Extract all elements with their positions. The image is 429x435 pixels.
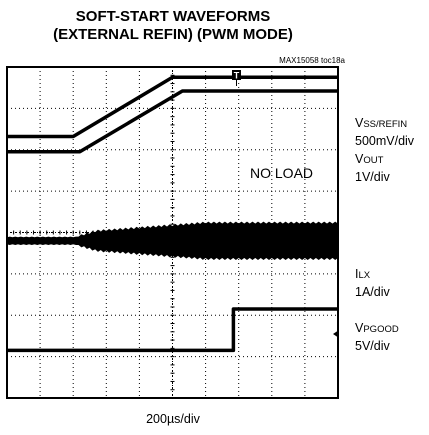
channel-label-ilx: ILX 1A/div [355,266,390,300]
vout-scale: 1V/div [355,170,390,184]
vss-scale: 500mV/div [355,134,415,148]
figure-tag: MAX15058 toc18a [279,56,345,65]
traces [6,75,339,353]
trigger-marker: T [232,70,241,86]
chart-title-line1: SOFT-START WAVEFORMS [75,8,271,25]
channel-label-vss: VSS/REFIN 500mV/div [355,115,414,149]
trigger-label: T [234,71,240,81]
ilx-scale: 1A/div [355,285,390,299]
chart-title-line2: (EXTERNAL REFIN) (PWM MODE) [53,26,293,43]
x-scale-label: 200µs/div [146,412,200,426]
channel-label-vout: VOUT 1V/div [355,151,390,185]
pgood-ground-marker [333,330,339,338]
vss-name: VSS/REFIN [355,116,408,130]
vpgood-name: VPGOOD [355,321,399,335]
vpgood-trace [7,307,338,353]
vpgood-scale: 5V/div [355,339,390,353]
ilx-trace [6,221,339,261]
channel-label-vpgood: VPGOOD 5V/div [355,320,399,354]
vout-trace [7,89,338,154]
vss-refin-trace [7,75,338,139]
no-load-annotation: NO LOAD [250,165,313,181]
ilx-name: ILX [355,267,371,281]
vout-name: VOUT [355,152,384,166]
